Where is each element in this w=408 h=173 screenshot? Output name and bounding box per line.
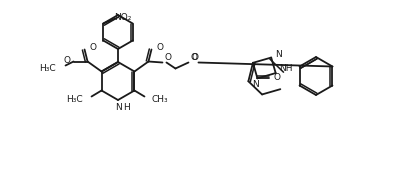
- Text: O: O: [164, 53, 171, 62]
- Text: O: O: [156, 43, 164, 52]
- Text: H₃C: H₃C: [39, 64, 55, 73]
- Text: CH₃: CH₃: [151, 95, 168, 104]
- Text: O: O: [89, 43, 97, 52]
- Text: H: H: [123, 102, 130, 112]
- Text: N: N: [253, 80, 259, 89]
- Text: NH: NH: [279, 63, 292, 72]
- Text: NO₂: NO₂: [115, 13, 132, 22]
- Text: N: N: [115, 102, 122, 112]
- Text: N: N: [275, 50, 282, 59]
- Text: H₃C: H₃C: [66, 95, 82, 104]
- Text: O: O: [273, 73, 280, 82]
- Text: O: O: [191, 53, 197, 62]
- Text: O: O: [64, 56, 71, 65]
- Text: O: O: [191, 53, 198, 62]
